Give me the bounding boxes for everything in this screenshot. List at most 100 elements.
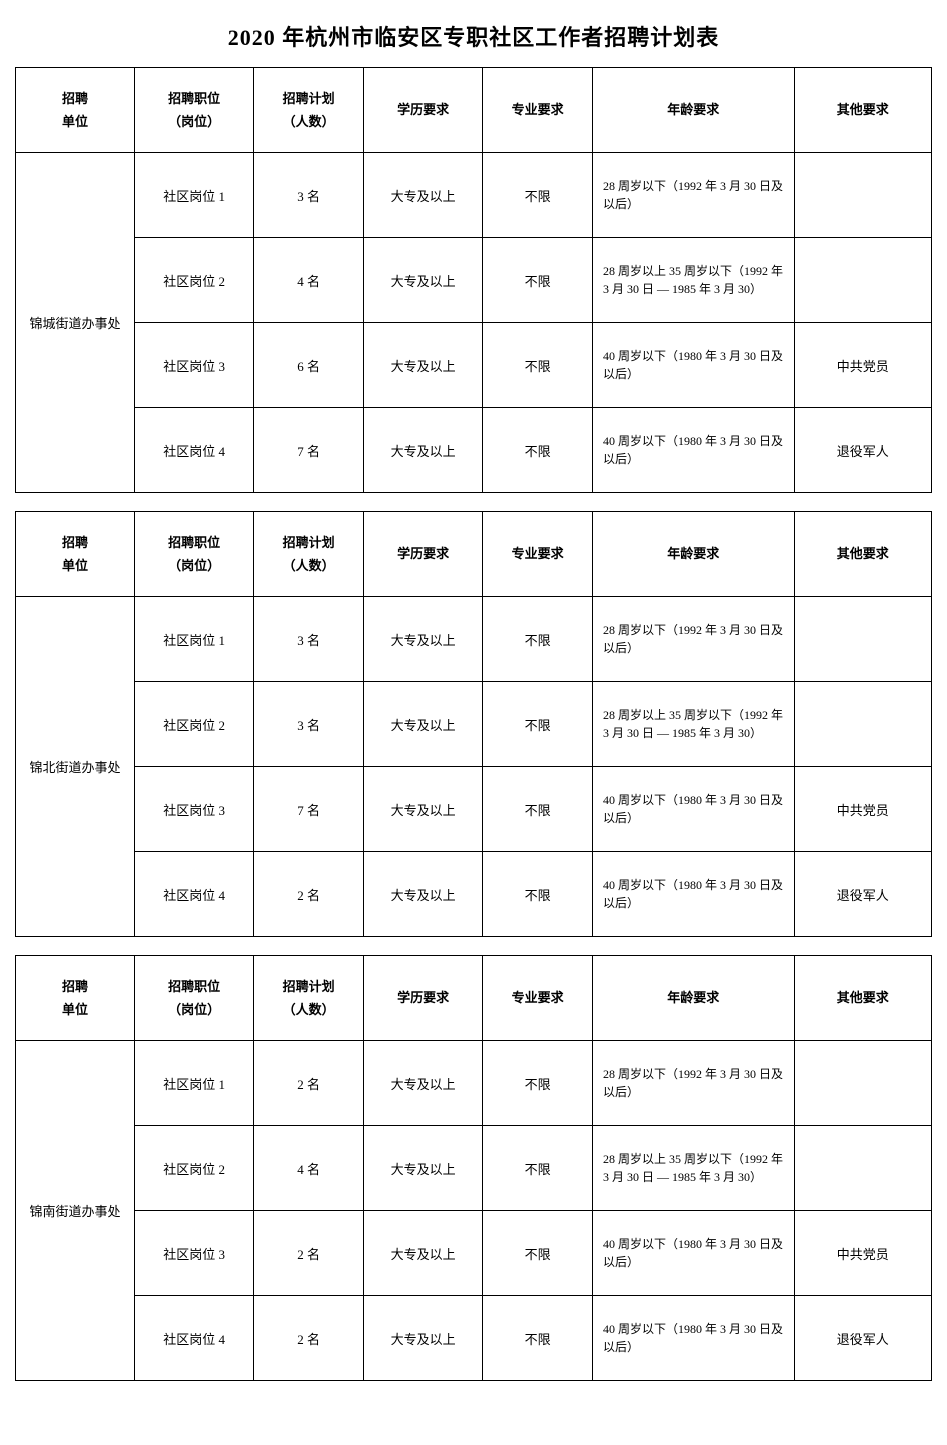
table-header-cell: 招聘单位 — [16, 68, 135, 153]
age-cell: 40 周岁以下（1980 年 3 月 30 日及以后） — [593, 767, 795, 852]
table-header-cell: 招聘单位 — [16, 512, 135, 597]
table-row: 锦北街道办事处社区岗位 13 名大专及以上不限28 周岁以下（1992 年 3 … — [16, 597, 932, 682]
table-header-cell: 年龄要求 — [593, 512, 795, 597]
other-cell: 退役军人 — [794, 852, 931, 937]
age-cell: 28 周岁以下（1992 年 3 月 30 日及以后） — [593, 153, 795, 238]
table-row: 社区岗位 23 名大专及以上不限28 周岁以上 35 周岁以下（1992 年 3… — [16, 682, 932, 767]
table-row: 社区岗位 42 名大专及以上不限40 周岁以下（1980 年 3 月 30 日及… — [16, 1296, 932, 1381]
education-cell: 大专及以上 — [364, 852, 483, 937]
age-cell: 28 周岁以下（1992 年 3 月 30 日及以后） — [593, 1041, 795, 1126]
table-row: 社区岗位 32 名大专及以上不限40 周岁以下（1980 年 3 月 30 日及… — [16, 1211, 932, 1296]
position-cell: 社区岗位 4 — [135, 852, 254, 937]
age-cell: 40 周岁以下（1980 年 3 月 30 日及以后） — [593, 408, 795, 493]
education-cell: 大专及以上 — [364, 1211, 483, 1296]
other-cell — [794, 1126, 931, 1211]
age-cell: 28 周岁以上 35 周岁以下（1992 年 3 月 30 日 — 1985 年… — [593, 682, 795, 767]
table-header-cell: 学历要求 — [364, 512, 483, 597]
age-cell: 40 周岁以下（1980 年 3 月 30 日及以后） — [593, 1296, 795, 1381]
major-cell: 不限 — [483, 323, 593, 408]
count-cell: 2 名 — [254, 852, 364, 937]
position-cell: 社区岗位 3 — [135, 1211, 254, 1296]
count-cell: 2 名 — [254, 1041, 364, 1126]
count-cell: 4 名 — [254, 238, 364, 323]
education-cell: 大专及以上 — [364, 767, 483, 852]
table-header-cell: 其他要求 — [794, 956, 931, 1041]
table-row: 社区岗位 42 名大专及以上不限40 周岁以下（1980 年 3 月 30 日及… — [16, 852, 932, 937]
table-row: 社区岗位 36 名大专及以上不限40 周岁以下（1980 年 3 月 30 日及… — [16, 323, 932, 408]
major-cell: 不限 — [483, 1211, 593, 1296]
table-header-cell: 招聘计划（人数） — [254, 956, 364, 1041]
major-cell: 不限 — [483, 852, 593, 937]
recruitment-table: 招聘单位招聘职位（岗位）招聘计划（人数）学历要求专业要求年龄要求其他要求锦城街道… — [15, 67, 932, 493]
position-cell: 社区岗位 2 — [135, 1126, 254, 1211]
position-cell: 社区岗位 4 — [135, 408, 254, 493]
position-cell: 社区岗位 3 — [135, 767, 254, 852]
recruitment-table: 招聘单位招聘职位（岗位）招聘计划（人数）学历要求专业要求年龄要求其他要求锦南街道… — [15, 955, 932, 1381]
age-cell: 28 周岁以下（1992 年 3 月 30 日及以后） — [593, 597, 795, 682]
education-cell: 大专及以上 — [364, 323, 483, 408]
age-cell: 28 周岁以上 35 周岁以下（1992 年 3 月 30 日 — 1985 年… — [593, 238, 795, 323]
table-header-cell: 招聘职位（岗位） — [135, 956, 254, 1041]
position-cell: 社区岗位 2 — [135, 238, 254, 323]
age-cell: 40 周岁以下（1980 年 3 月 30 日及以后） — [593, 1211, 795, 1296]
table-header-cell: 招聘计划（人数） — [254, 512, 364, 597]
position-cell: 社区岗位 2 — [135, 682, 254, 767]
major-cell: 不限 — [483, 238, 593, 323]
other-cell: 退役军人 — [794, 1296, 931, 1381]
major-cell: 不限 — [483, 408, 593, 493]
unit-cell: 锦北街道办事处 — [16, 597, 135, 937]
education-cell: 大专及以上 — [364, 408, 483, 493]
table-header-cell: 招聘计划（人数） — [254, 68, 364, 153]
table-header-cell: 招聘单位 — [16, 956, 135, 1041]
other-cell: 中共党员 — [794, 323, 931, 408]
table-header-row: 招聘单位招聘职位（岗位）招聘计划（人数）学历要求专业要求年龄要求其他要求 — [16, 956, 932, 1041]
count-cell: 2 名 — [254, 1296, 364, 1381]
age-cell: 28 周岁以上 35 周岁以下（1992 年 3 月 30 日 — 1985 年… — [593, 1126, 795, 1211]
table-header-cell: 学历要求 — [364, 956, 483, 1041]
table-header-cell: 年龄要求 — [593, 68, 795, 153]
major-cell: 不限 — [483, 1126, 593, 1211]
count-cell: 7 名 — [254, 767, 364, 852]
table-header-cell: 专业要求 — [483, 512, 593, 597]
education-cell: 大专及以上 — [364, 1126, 483, 1211]
table-row: 社区岗位 47 名大专及以上不限40 周岁以下（1980 年 3 月 30 日及… — [16, 408, 932, 493]
table-row: 社区岗位 37 名大专及以上不限40 周岁以下（1980 年 3 月 30 日及… — [16, 767, 932, 852]
table-row: 社区岗位 24 名大专及以上不限28 周岁以上 35 周岁以下（1992 年 3… — [16, 1126, 932, 1211]
unit-cell: 锦城街道办事处 — [16, 153, 135, 493]
count-cell: 6 名 — [254, 323, 364, 408]
count-cell: 4 名 — [254, 1126, 364, 1211]
page-title: 2020 年杭州市临安区专职社区工作者招聘计划表 — [15, 20, 932, 52]
major-cell: 不限 — [483, 597, 593, 682]
other-cell — [794, 682, 931, 767]
major-cell: 不限 — [483, 153, 593, 238]
other-cell: 退役军人 — [794, 408, 931, 493]
table-header-cell: 专业要求 — [483, 68, 593, 153]
education-cell: 大专及以上 — [364, 597, 483, 682]
table-header-cell: 其他要求 — [794, 512, 931, 597]
other-cell — [794, 1041, 931, 1126]
unit-cell: 锦南街道办事处 — [16, 1041, 135, 1381]
position-cell: 社区岗位 1 — [135, 153, 254, 238]
table-header-cell: 招聘职位（岗位） — [135, 512, 254, 597]
table-header-cell: 招聘职位（岗位） — [135, 68, 254, 153]
table-header-cell: 年龄要求 — [593, 956, 795, 1041]
age-cell: 40 周岁以下（1980 年 3 月 30 日及以后） — [593, 323, 795, 408]
table-row: 锦城街道办事处社区岗位 13 名大专及以上不限28 周岁以下（1992 年 3 … — [16, 153, 932, 238]
education-cell: 大专及以上 — [364, 1296, 483, 1381]
position-cell: 社区岗位 1 — [135, 1041, 254, 1126]
major-cell: 不限 — [483, 1296, 593, 1381]
major-cell: 不限 — [483, 682, 593, 767]
recruitment-table: 招聘单位招聘职位（岗位）招聘计划（人数）学历要求专业要求年龄要求其他要求锦北街道… — [15, 511, 932, 937]
age-cell: 40 周岁以下（1980 年 3 月 30 日及以后） — [593, 852, 795, 937]
education-cell: 大专及以上 — [364, 238, 483, 323]
table-row: 锦南街道办事处社区岗位 12 名大专及以上不限28 周岁以下（1992 年 3 … — [16, 1041, 932, 1126]
table-row: 社区岗位 24 名大专及以上不限28 周岁以上 35 周岁以下（1992 年 3… — [16, 238, 932, 323]
table-header-row: 招聘单位招聘职位（岗位）招聘计划（人数）学历要求专业要求年龄要求其他要求 — [16, 68, 932, 153]
count-cell: 3 名 — [254, 597, 364, 682]
major-cell: 不限 — [483, 767, 593, 852]
other-cell: 中共党员 — [794, 1211, 931, 1296]
table-header-row: 招聘单位招聘职位（岗位）招聘计划（人数）学历要求专业要求年龄要求其他要求 — [16, 512, 932, 597]
other-cell — [794, 238, 931, 323]
major-cell: 不限 — [483, 1041, 593, 1126]
count-cell: 3 名 — [254, 682, 364, 767]
